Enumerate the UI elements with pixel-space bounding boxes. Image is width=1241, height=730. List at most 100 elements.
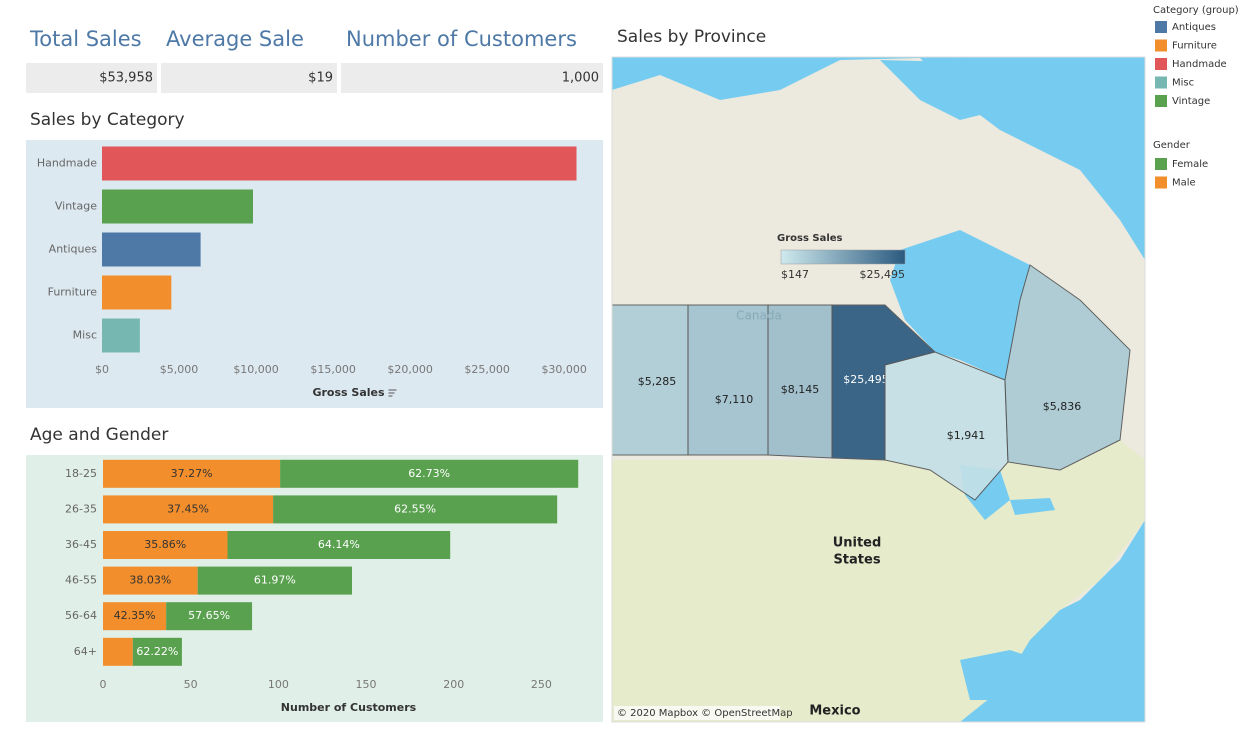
province-label: $7,110 [715,393,754,406]
x-tick-label: $0 [95,363,109,376]
bar [102,146,577,181]
x-tick-label: $15,000 [310,363,356,376]
bar-segment [197,566,353,595]
bar-segment [273,495,558,524]
y-tick-label: 64+ [74,645,97,658]
bar-segment [103,637,133,666]
legend-swatch [1155,76,1167,89]
x-tick-label: $20,000 [387,363,433,376]
legend-swatch [1155,39,1167,52]
color-ramp [780,249,906,265]
x-tick-label: $30,000 [541,363,587,376]
category-panel [26,140,603,408]
legend-swatch [1155,58,1167,70]
legend-title: Gender [1153,140,1191,151]
bar-label: 61.97% [254,574,296,587]
legend-label: Vintage [1172,96,1210,107]
bar-label: 62.73% [408,467,450,480]
bar-label: 57.65% [188,609,230,622]
arctic-water [880,60,1000,120]
legend-min: $147 [781,268,809,281]
map-frame [611,56,1146,723]
legend-swatch [1155,176,1167,189]
bar-segment [103,531,228,559]
bar [102,318,140,353]
y-tick-label: Handmade [37,157,97,170]
legend-label: Misc [1172,78,1194,89]
y-tick-label: Antiques [49,243,98,256]
y-tick-label: Misc [73,329,97,342]
x-tick-label: 150 [356,678,377,691]
province-label: $25,495 [843,373,889,386]
x-tick-label: $5,000 [160,363,199,376]
legend-label: Antiques [1172,22,1216,33]
bar-segment [103,566,198,595]
province [1004,264,1131,471]
y-tick-label: Furniture [48,286,98,299]
x-tick-label: 50 [184,678,198,691]
chart-title: Sales by Category [30,110,185,130]
x-axis-title: Number of Customers [281,701,417,714]
x-tick-label: $25,000 [464,363,510,376]
kpi-title: Number of Customers [346,27,577,51]
x-axis-title: Gross Sales [312,386,385,399]
x-tick-label: 250 [531,678,552,691]
map: $5,285 $7,110 $8,145 $25,495 $1,941 $5,836 [611,56,1146,723]
legend-title: Gross Sales [777,233,843,244]
map-title: Sales by Province [617,27,766,47]
kpi-box [161,63,337,93]
bar-label: 37.45% [167,502,209,515]
kpi-title: Average Sale [166,27,304,51]
province [884,351,1009,501]
bar [102,232,201,267]
province-label: $5,836 [1043,400,1082,413]
bar-segment [280,459,579,488]
bar-label: 62.22% [136,645,178,658]
y-tick-label: 46-55 [65,574,97,587]
bar-label: 37.27% [171,467,213,480]
legend-label: Female [1172,159,1208,170]
bar-segment [103,459,281,488]
kpi-value: $19 [308,71,333,86]
bar-segment [103,602,167,631]
legend-label: Handmade [1172,59,1227,70]
province [687,304,769,456]
place-label: Canada [736,309,782,323]
legend-swatch [1155,158,1167,170]
province [767,304,833,459]
x-tick-label: $10,000 [233,363,279,376]
y-tick-label: Vintage [55,200,97,213]
attribution-bg [614,706,780,720]
kpi-box [26,63,157,93]
legend-title: Category (group) [1153,5,1239,16]
legend: Category (group) Antiques Furniture Handmad… [1153,5,1239,189]
bar [102,189,253,224]
provinces: $5,285 $7,110 $8,145 $25,495 $1,941 $5,836 [612,264,1131,501]
bar-segment [103,495,274,524]
x-tick-label: 100 [268,678,289,691]
bar-segment [166,602,253,631]
kpi-title: Total Sales [29,27,142,51]
legend-swatch [1155,95,1167,107]
hudson-bay [890,230,1030,380]
y-tick-label: 56-64 [65,609,97,622]
chart-title: Age and Gender [30,425,168,445]
bar-label: 38.03% [129,574,171,587]
bar-segment [132,637,182,666]
y-tick-label: 36-45 [65,538,97,551]
province-label: $5,285 [638,375,677,388]
bar-label: 62.55% [394,502,436,515]
place-label: United [833,536,882,551]
legend-label: Male [1172,178,1196,189]
bar [102,275,172,310]
kpi-box [341,63,603,93]
bar-label: 42.35% [114,609,156,622]
bar-segment [227,531,451,559]
legend-label: Furniture [1172,41,1217,52]
legend-swatch [1155,21,1167,33]
place-label: Mexico [809,704,860,719]
bar-label: 64.14% [318,538,360,551]
lake-erie [1010,498,1055,515]
